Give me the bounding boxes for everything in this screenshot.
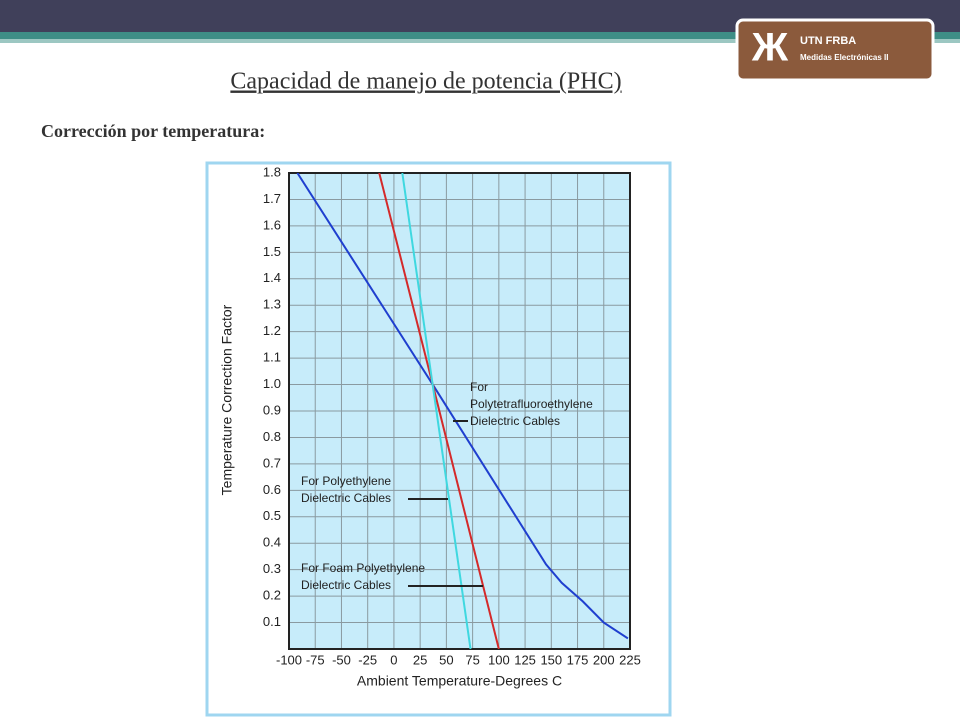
x-tick-label: 200	[593, 652, 615, 667]
y-tick-label: 1.4	[263, 270, 281, 285]
slide-title: Capacidad de manejo de potencia (PHC)	[230, 69, 621, 95]
header-stripe	[0, 32, 960, 39]
annotation: Polytetrafluoroethylene	[470, 397, 593, 411]
x-tick-label: -25	[358, 652, 377, 667]
x-tick-label: 150	[540, 652, 562, 667]
y-tick-label: 1.7	[263, 191, 281, 206]
annotation: Dielectric Cables	[301, 491, 391, 505]
y-tick-label: 1.0	[263, 376, 281, 391]
y-tick-label: 1.1	[263, 350, 281, 365]
x-tick-label: -50	[332, 652, 351, 667]
y-tick-label: 0.2	[263, 588, 281, 603]
chart: 0.1 0.2 0.3 0.4 0.5 0.6 0.7 0.8 0.9 1.0 1.1 1.2 1.3 1…	[219, 164, 641, 688]
line	[401, 173, 472, 649]
y-tick-label: 0.8	[263, 429, 281, 444]
y-tick-label: 1.5	[263, 244, 281, 259]
y-axis-label: Temperature Correction Factor	[219, 304, 235, 495]
annotation: Dielectric Cables	[470, 414, 560, 428]
y-tick-label: 1.2	[263, 323, 281, 338]
y-tick-label: 0.7	[263, 455, 281, 470]
x-tick-label: -100	[276, 652, 302, 667]
logo-box	[735, 18, 935, 82]
y-tick-label: 0.9	[263, 402, 281, 417]
y-tick-label: 0.5	[263, 508, 281, 523]
x-tick-label: 50	[439, 652, 453, 667]
y-tick-label: 0.6	[263, 482, 281, 497]
x-tick-label: -75	[306, 652, 325, 667]
x-tick-label: 25	[413, 652, 427, 667]
annotation: For	[470, 380, 488, 394]
y-tick-label: 1.8	[263, 164, 281, 179]
y-tick-label: 1.3	[263, 297, 281, 312]
x-tick-label: 0	[390, 652, 397, 667]
x-axis-label: Ambient Temperature-Degrees C	[357, 673, 562, 689]
annotation: For Foam Polyethylene	[301, 561, 425, 575]
annotation: For Polyethylene	[301, 474, 391, 488]
header-stripe-light	[0, 39, 960, 43]
y-tick-label: 0.4	[263, 535, 281, 550]
x-tick-label: 100	[488, 652, 510, 667]
plot-border	[288, 172, 631, 650]
x-tick-label: 225	[619, 652, 641, 667]
y-tick-label: 0.1	[263, 614, 281, 629]
annotation: Dielectric Cables	[301, 578, 391, 592]
x-tick-label: 125	[514, 652, 536, 667]
y-tick-label: 1.6	[263, 217, 281, 232]
slide-subtitle: Corrección por temperatura:	[41, 121, 265, 141]
y-tick-label: 0.3	[263, 561, 281, 576]
logo-mark: Ж	[751, 26, 789, 70]
x-tick-label: 175	[567, 652, 589, 667]
logo-subtitle: Medidas Electrónicas II	[800, 53, 888, 62]
logo-title: UTN FRBA	[800, 35, 856, 47]
x-tick-label: 75	[465, 652, 479, 667]
